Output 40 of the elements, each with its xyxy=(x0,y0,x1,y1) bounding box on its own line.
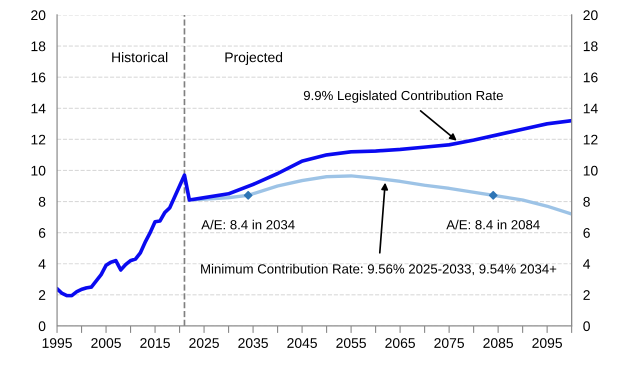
x-tick-label: 2025 xyxy=(189,338,219,348)
y-tick-label: 20 xyxy=(31,10,46,20)
y2-tick-label: 18 xyxy=(584,41,598,52)
y-tick-label: 8 xyxy=(38,196,46,207)
y-tick-label: 0 xyxy=(38,321,46,332)
line-series xyxy=(57,118,572,298)
annotation: A/E: 8.4 in 2084 xyxy=(446,220,540,230)
y-tick-label: 4 xyxy=(38,259,46,269)
annotation: Projected xyxy=(225,52,282,65)
y-tick-label: 10 xyxy=(32,166,46,176)
x-tick-label: 2045 xyxy=(287,338,317,348)
y2-tick-label: 20 xyxy=(583,10,598,20)
y2-tick-label: 6 xyxy=(583,228,590,238)
x-tick-label: 2085 xyxy=(483,338,513,348)
x-tick-label: 2075 xyxy=(434,338,464,348)
annotation: 9.9% Legislated Contribution Rate xyxy=(304,90,503,103)
x-tick-label: 2065 xyxy=(385,338,415,348)
annotation: A/E: 8.4 in 2034 xyxy=(201,220,295,230)
y2-tick-label: 10 xyxy=(584,166,598,176)
x-tick-label: 2005 xyxy=(91,338,121,348)
y-tick-label: 12 xyxy=(32,134,46,144)
y2-tick-label: 8 xyxy=(583,196,590,207)
x-tick-label: 1995 xyxy=(42,338,72,348)
y2-tick-label: 12 xyxy=(584,134,598,144)
y-tick-label: 14 xyxy=(32,104,46,114)
y2-tick-label: 16 xyxy=(584,72,598,82)
x-tick-label: 2095 xyxy=(532,338,562,348)
annotation: Historical xyxy=(112,52,168,62)
x-tick-label: 2015 xyxy=(140,338,170,348)
x-tick-label: 2035 xyxy=(238,338,268,348)
y2-tick-label: 4 xyxy=(583,259,590,269)
y2-tick-label: 0 xyxy=(583,321,590,332)
y-tick-label: 2 xyxy=(38,290,46,300)
y-tick-label: 16 xyxy=(32,72,46,82)
x-tick-label: 2055 xyxy=(336,338,366,348)
y2-tick-label: 2 xyxy=(583,290,590,300)
y2-tick-label: 14 xyxy=(584,104,598,114)
y-tick-label: 6 xyxy=(38,228,46,238)
annotation: Minimum Contribution Rate: 9.56% 2025-2033, 9.54% 2034+ xyxy=(201,264,556,276)
y-tick-label: 18 xyxy=(32,41,46,52)
